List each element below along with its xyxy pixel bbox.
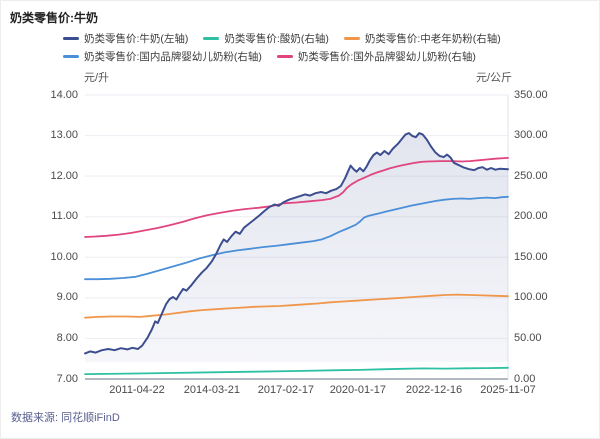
right-axis-tick-label: 50.00 [514, 331, 542, 344]
series-line-1[interactable] [84, 366, 509, 376]
legend-item-3[interactable]: 奶类零售价:国内品牌婴幼儿奶粉(右轴) [63, 49, 262, 64]
legend-item-4[interactable]: 奶类零售价:国外品牌婴幼儿奶粉(右轴) [276, 49, 476, 64]
left-axis-tick-label: 11.00 [51, 210, 78, 223]
right-axis-unit: 元/公斤 [476, 72, 513, 84]
right-axis-tick-label: 0.00 [514, 372, 536, 385]
legend-item-1[interactable]: 奶类零售价:酸奶(右轴) [203, 31, 329, 46]
left-axis-tick-label: 14.00 [50, 88, 78, 101]
legend-swatch-icon [276, 55, 293, 58]
series-line-4[interactable] [84, 156, 509, 238]
legend-row-1: 奶类零售价:牛奶(左轴) 奶类零售价:酸奶(右轴) 奶类零售价:中老年奶粉(右轴) [63, 31, 501, 46]
series-lines [84, 132, 509, 376]
series-line-0[interactable] [84, 132, 509, 355]
left-axis-tick-label: 7.00 [56, 372, 78, 385]
right-axis-tick-label: 200.00 [514, 210, 548, 223]
left-axis-tick-label: 9.00 [56, 291, 78, 304]
series-line-2[interactable] [84, 293, 509, 319]
left-axis-unit: 元/升 [84, 72, 110, 84]
legend-item-2[interactable]: 奶类零售价:中老年奶粉(右轴) [343, 31, 501, 46]
legend-item-0[interactable]: 奶类零售价:牛奶(左轴) [63, 31, 188, 46]
series-area-0 [85, 133, 508, 362]
legend-label: 奶类零售价:国内品牌婴幼儿奶粉(右轴) [84, 51, 262, 63]
right-axis-tick-label: 300.00 [514, 129, 548, 142]
data-source: 数据来源: 同花顺iFinD [11, 412, 120, 424]
legend-swatch-icon [63, 37, 79, 40]
series-line-3[interactable] [84, 195, 509, 281]
legend-label: 奶类零售价:中老年奶粉(右轴) [364, 33, 501, 45]
left-axis-tick-label: 10.00 [50, 250, 78, 263]
right-axis-tick-label: 100.00 [514, 291, 548, 304]
x-axis-tick-label: 2025-11-07 [480, 384, 536, 396]
right-axis-tick-label: 150.00 [514, 250, 548, 263]
x-axis-tick-label: 2020-01-17 [329, 384, 386, 396]
legend-swatch-icon [343, 37, 360, 40]
left-axis-tick-label: 13.00 [50, 129, 78, 142]
left-axis-tick-label: 8.00 [56, 331, 78, 344]
legend-swatch-icon [203, 37, 220, 40]
x-axis-tick-label: 2014-03-21 [183, 384, 241, 396]
legend-label: 奶类零售价:酸奶(右轴) [224, 33, 329, 45]
x-axis-tick-label: 2017-02-17 [257, 384, 315, 396]
legend-swatch-icon [63, 55, 79, 58]
legend: 奶类零售价:牛奶(左轴) 奶类零售价:酸奶(右轴) 奶类零售价:中老年奶粉(右轴) … [63, 31, 501, 64]
right-axis-tick-label: 350.00 [514, 88, 548, 101]
legend-label: 奶类零售价:国外品牌婴幼儿奶粉(右轴) [297, 51, 476, 63]
x-axis-tick-label: 2022-12-16 [405, 384, 463, 396]
chart-title: 奶类零售价:牛奶 [10, 11, 98, 25]
left-axis-tick-label: 12.00 [50, 169, 78, 182]
legend-row-2: 奶类零售价:国内品牌婴幼儿奶粉(右轴) 奶类零售价:国外品牌婴幼儿奶粉(右轴) [63, 49, 501, 64]
x-axis-tick-label: 2011-04-22 [109, 384, 165, 396]
right-axis-tick-label: 250.00 [514, 169, 548, 182]
legend-label: 奶类零售价:牛奶(左轴) [84, 33, 189, 45]
